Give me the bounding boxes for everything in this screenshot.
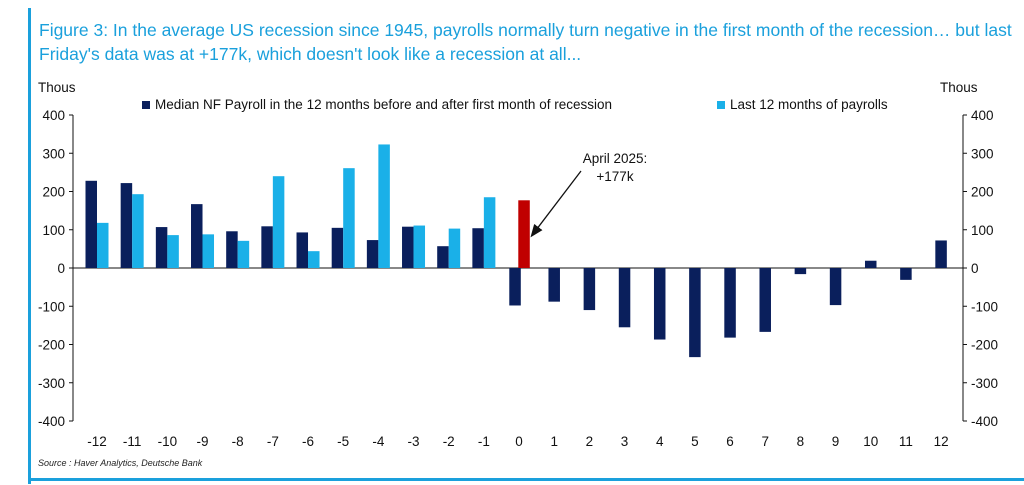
x-axis-tick-label: -5 [337, 434, 349, 449]
left-axis-tick-label: 0 [57, 261, 65, 276]
left-axis-unit: Thous [38, 80, 76, 95]
x-axis-tick-label: 9 [832, 434, 840, 449]
legend-swatch-last12 [717, 100, 725, 109]
bar-last-12-months [378, 144, 390, 268]
left-axis-tick-label: -100 [38, 299, 65, 314]
bar-median [437, 246, 449, 268]
x-axis-tick-label: -2 [443, 434, 455, 449]
x-axis-tick-label: -9 [197, 434, 209, 449]
x-axis-tick-label: 12 [934, 434, 949, 449]
right-axis-tick-label: -200 [971, 338, 998, 353]
left-axis-tick-label: 100 [42, 223, 65, 238]
bar-last-12-months [202, 234, 215, 268]
x-axis-tick-label: 5 [691, 434, 699, 449]
right-axis-tick-label: 300 [971, 146, 994, 161]
bar-median [794, 268, 807, 275]
x-axis-tick-label: -10 [158, 434, 178, 449]
bar-median [583, 268, 596, 311]
left-axis-tick-label: 400 [42, 108, 65, 123]
x-axis-tick-label: 6 [726, 434, 734, 449]
right-axis-tick-label: 100 [971, 223, 994, 238]
bar-median [402, 226, 414, 268]
annotation-label-line1: April 2025: [583, 151, 648, 166]
bar-median [85, 180, 97, 268]
x-axis-tick-label: 2 [586, 434, 594, 449]
x-axis-tick-label: 11 [899, 434, 913, 449]
x-axis-tick-label: -6 [302, 434, 314, 449]
x-axis-tick-label: 7 [761, 434, 769, 449]
bar-median [829, 268, 842, 306]
highlight-bar-april-2025 [518, 200, 530, 268]
figure-title: Figure 3: In the average US recession si… [39, 20, 1012, 64]
x-axis-tick-label: 4 [656, 434, 664, 449]
right-axis-tick-label: -300 [971, 376, 998, 391]
annotation-label-line2: +177k [596, 169, 633, 184]
bar-last-12-months [237, 240, 250, 268]
bar-median [331, 227, 344, 268]
bar-median [900, 268, 912, 280]
frame-bottom-border [28, 478, 1024, 481]
legend-label-median: Median NF Payroll in the 12 months befor… [155, 97, 612, 112]
right-axis-tick-label: 200 [971, 185, 994, 200]
x-axis-tick-label: -7 [267, 434, 279, 449]
x-axis-tick-label: -8 [232, 434, 244, 449]
bar-median [120, 183, 133, 268]
x-axis-tick-label: 8 [797, 434, 805, 449]
bar-last-12-months [483, 197, 496, 268]
chart-legend: Median NF Payroll in the 12 months befor… [0, 97, 1024, 117]
x-axis-tick-label: -4 [372, 434, 384, 449]
left-axis-tick-label: 200 [42, 185, 65, 200]
bar-median [296, 232, 309, 268]
bar-median [191, 204, 203, 268]
bar-median [653, 268, 666, 340]
legend-item-median: Median NF Payroll in the 12 months befor… [142, 97, 612, 112]
bar-median [864, 260, 877, 268]
x-axis-tick-label: -11 [123, 434, 142, 449]
legend-label-last12: Last 12 months of payrolls [730, 97, 888, 112]
x-axis-tick-label: 1 [550, 434, 558, 449]
left-axis-tick-label: -200 [38, 338, 65, 353]
right-axis-tick-label: 0 [971, 261, 979, 276]
bar-median [155, 227, 168, 268]
bar-median [366, 240, 379, 268]
frame-left-border [28, 8, 31, 484]
bar-last-12-months [413, 225, 426, 268]
bar-last-12-months [132, 194, 144, 268]
source-note: Source : Haver Analytics, Deutsche Bank [38, 458, 203, 468]
bar-median [548, 268, 560, 302]
bar-median [472, 228, 484, 268]
left-axis-tick-label: 300 [42, 146, 65, 161]
x-axis-tick-label: 3 [621, 434, 629, 449]
bar-median [261, 226, 273, 268]
bar-median [935, 240, 947, 268]
bar-last-12-months [272, 176, 285, 268]
x-axis-tick-label: 0 [515, 434, 523, 449]
legend-item-last12: Last 12 months of payrolls [717, 97, 888, 112]
bar-last-12-months [448, 228, 461, 268]
x-axis-tick-label: 10 [863, 434, 878, 449]
bar-median [618, 268, 631, 328]
bar-median [759, 268, 771, 332]
legend-swatch-median [142, 100, 150, 109]
annotation-arrow [530, 170, 582, 238]
bar-median [226, 231, 238, 268]
right-axis-tick-label: -100 [971, 299, 998, 314]
right-axis-unit: Thous [940, 80, 978, 95]
left-axis-tick-label: -400 [38, 414, 65, 429]
x-axis-tick-label: -1 [478, 434, 490, 449]
bar-median [724, 268, 736, 338]
bar-last-12-months [308, 251, 320, 268]
right-axis-tick-label: -400 [971, 414, 998, 429]
bar-last-12-months [167, 235, 179, 268]
bar-median [689, 268, 701, 358]
bar-median [509, 268, 521, 306]
x-axis-tick-label: -12 [87, 434, 107, 449]
bar-last-12-months [97, 222, 109, 268]
right-axis-tick-label: 400 [971, 108, 994, 123]
bar-last-12-months [343, 168, 355, 268]
left-axis-tick-label: -300 [38, 376, 65, 391]
x-axis-tick-label: -3 [408, 434, 420, 449]
